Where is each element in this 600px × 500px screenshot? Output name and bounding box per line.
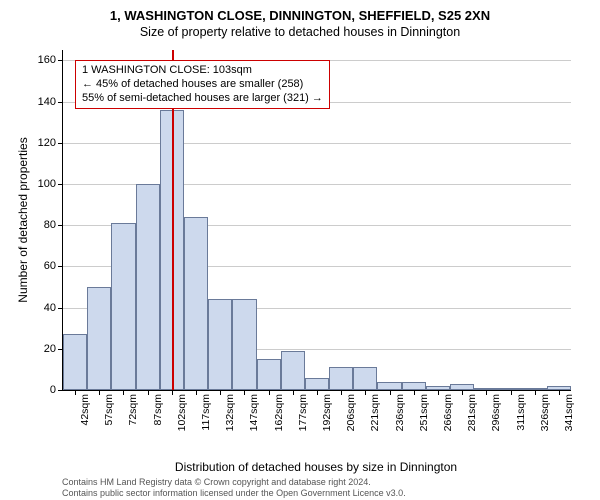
title-main: 1, WASHINGTON CLOSE, DINNINGTON, SHEFFIE… — [0, 0, 600, 23]
histogram-bar — [111, 223, 135, 390]
xtick-label: 281sqm — [466, 394, 478, 431]
gridline — [63, 143, 571, 144]
histogram-bar — [87, 287, 111, 390]
xtick-label: 162sqm — [273, 394, 285, 431]
histogram-bar — [184, 217, 208, 390]
xtick-mark — [486, 390, 487, 395]
annotation-line2: ← 45% of detached houses are smaller (25… — [82, 78, 323, 92]
ytick-mark — [58, 102, 63, 103]
xtick-mark — [365, 390, 366, 395]
xtick-label: 147sqm — [248, 394, 260, 431]
ytick-mark — [58, 60, 63, 61]
xtick-label: 266sqm — [442, 394, 454, 431]
ytick-mark — [58, 390, 63, 391]
histogram-bar — [474, 388, 498, 390]
title-sub: Size of property relative to detached ho… — [0, 23, 600, 39]
histogram-bar — [63, 334, 87, 390]
credits: Contains HM Land Registry data © Crown c… — [62, 477, 570, 498]
annotation-box: 1 WASHINGTON CLOSE: 103sqm ← 45% of deta… — [75, 60, 330, 109]
ytick-label: 120 — [14, 137, 56, 149]
xtick-label: 251sqm — [418, 394, 430, 431]
ytick-mark — [58, 266, 63, 267]
xtick-mark — [559, 390, 560, 395]
xtick-label: 341sqm — [563, 394, 575, 431]
annotation-line3: 55% of semi-detached houses are larger (… — [82, 92, 323, 106]
ytick-label: 160 — [14, 54, 56, 66]
xtick-mark — [196, 390, 197, 395]
xtick-label: 117sqm — [200, 394, 212, 431]
xtick-mark — [414, 390, 415, 395]
ytick-label: 80 — [14, 219, 56, 231]
histogram-bar — [136, 184, 160, 390]
histogram-bar — [426, 386, 450, 390]
plot-area: 1 WASHINGTON CLOSE: 103sqm ← 45% of deta… — [62, 50, 571, 391]
credits-line1: Contains HM Land Registry data © Crown c… — [62, 477, 570, 487]
xtick-mark — [293, 390, 294, 395]
xtick-label: 206sqm — [345, 394, 357, 431]
histogram-bar — [377, 382, 401, 390]
xtick-label: 311sqm — [515, 394, 527, 431]
histogram-bar — [402, 382, 426, 390]
xtick-mark — [462, 390, 463, 395]
xtick-mark — [269, 390, 270, 395]
histogram-bar — [281, 351, 305, 390]
xtick-label: 177sqm — [297, 394, 309, 431]
chart-container: 1, WASHINGTON CLOSE, DINNINGTON, SHEFFIE… — [0, 0, 600, 500]
xtick-label: 42sqm — [79, 394, 91, 426]
xtick-mark — [220, 390, 221, 395]
histogram-bar — [329, 367, 353, 390]
ytick-mark — [58, 308, 63, 309]
xtick-mark — [341, 390, 342, 395]
histogram-bar — [305, 378, 329, 390]
ytick-mark — [58, 225, 63, 226]
xtick-mark — [123, 390, 124, 395]
histogram-bar — [523, 388, 547, 390]
histogram-bar — [353, 367, 377, 390]
xtick-label: 236sqm — [394, 394, 406, 431]
xtick-mark — [172, 390, 173, 395]
xtick-label: 87sqm — [152, 394, 164, 426]
ytick-mark — [58, 184, 63, 185]
xtick-mark — [535, 390, 536, 395]
xtick-label: 102sqm — [176, 394, 188, 431]
ytick-label: 60 — [14, 260, 56, 272]
xtick-label: 57sqm — [103, 394, 115, 426]
xtick-mark — [317, 390, 318, 395]
xtick-label: 72sqm — [127, 394, 139, 426]
credits-line2: Contains public sector information licen… — [62, 488, 570, 498]
ytick-label: 0 — [14, 384, 56, 396]
xtick-mark — [75, 390, 76, 395]
annotation-line1: 1 WASHINGTON CLOSE: 103sqm — [82, 64, 323, 78]
xtick-label: 221sqm — [369, 394, 381, 431]
xtick-mark — [244, 390, 245, 395]
xtick-label: 296sqm — [490, 394, 502, 431]
xtick-mark — [511, 390, 512, 395]
x-axis-label: Distribution of detached houses by size … — [62, 460, 570, 474]
ytick-label: 140 — [14, 96, 56, 108]
histogram-bar — [208, 299, 232, 390]
ytick-label: 20 — [14, 343, 56, 355]
histogram-bar — [450, 384, 474, 390]
ytick-mark — [58, 143, 63, 144]
ytick-label: 40 — [14, 302, 56, 314]
xtick-label: 132sqm — [224, 394, 236, 431]
histogram-bar — [547, 386, 571, 390]
xtick-mark — [390, 390, 391, 395]
histogram-bar — [257, 359, 281, 390]
ytick-label: 100 — [14, 178, 56, 190]
histogram-bar — [498, 388, 522, 390]
xtick-label: 326sqm — [539, 394, 551, 431]
xtick-mark — [438, 390, 439, 395]
xtick-mark — [148, 390, 149, 395]
xtick-label: 192sqm — [321, 394, 333, 431]
histogram-bar — [232, 299, 256, 390]
xtick-mark — [99, 390, 100, 395]
